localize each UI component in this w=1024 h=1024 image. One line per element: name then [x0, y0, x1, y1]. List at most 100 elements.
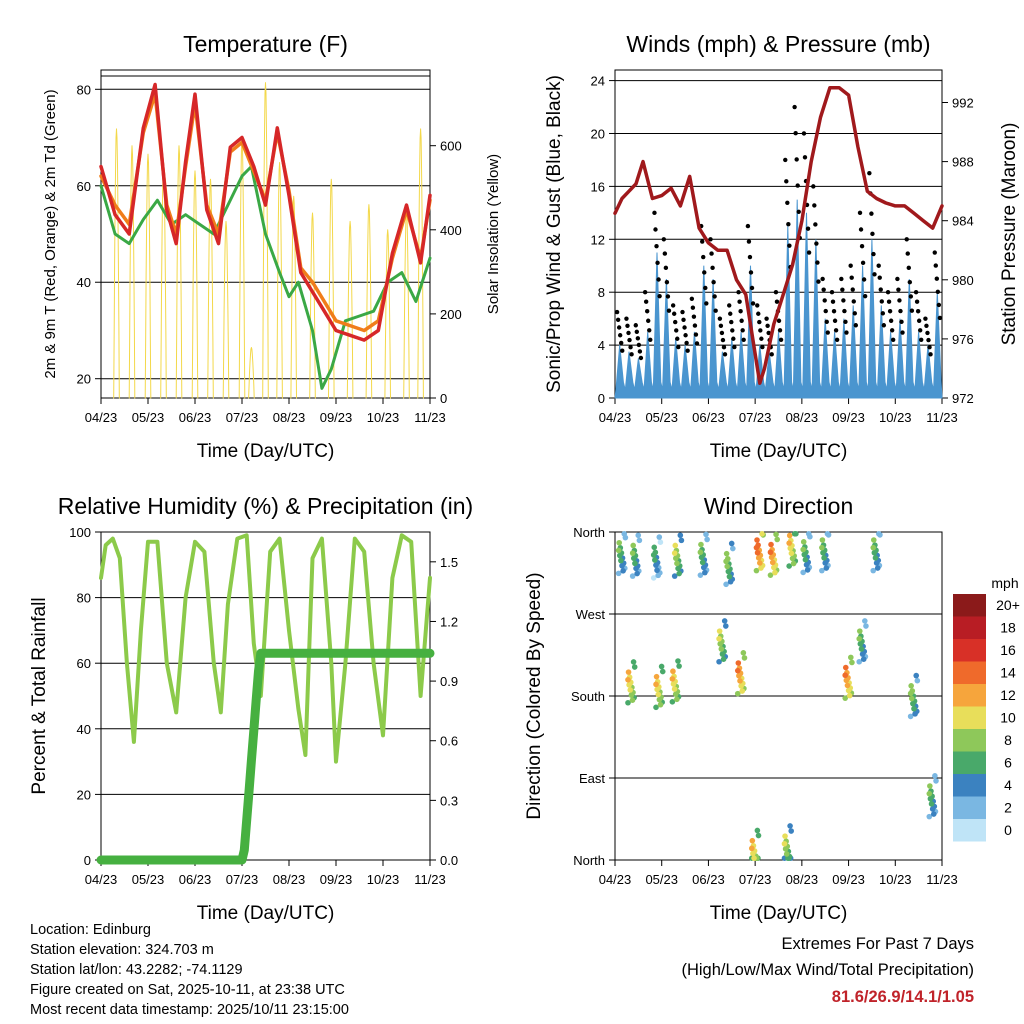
- direction-point: [785, 855, 791, 861]
- x-tick-label: 05/23: [132, 872, 165, 887]
- direction-point: [620, 568, 626, 574]
- direction-point: [659, 668, 666, 675]
- gust-point: [784, 179, 789, 184]
- direction-point: [842, 664, 849, 671]
- direction-point: [774, 536, 780, 543]
- extremes-values: 81.6/26.9/14.1/1.05: [831, 988, 974, 1006]
- direction-point: [616, 552, 623, 559]
- chart-title: Relative Humidity (%) & Precipitation (i…: [58, 493, 473, 519]
- direction-point: [768, 541, 774, 548]
- gust-point: [648, 337, 653, 343]
- chart-title: Wind Direction: [704, 493, 854, 519]
- gust-point: [889, 328, 895, 333]
- solar-insolation-line: [175, 145, 183, 399]
- direction-point: [629, 573, 636, 579]
- x-tick-label: 05/23: [645, 410, 678, 425]
- x-tick-label: 06/23: [692, 872, 725, 887]
- gust-point: [905, 251, 910, 256]
- direction-point: [800, 539, 807, 545]
- solar-insolation-line: [384, 229, 391, 399]
- direction-point: [734, 690, 741, 697]
- winds-pressure-panel: Winds (mph) & Pressure (mb) Time (Day/UTC…: [544, 31, 1020, 462]
- gust-point: [841, 298, 846, 303]
- wind-direction-panel: Wind Direction Time (Day/UTC) 04/23 05/23 06…: [524, 493, 958, 924]
- gust-point: [830, 299, 836, 304]
- gust-point: [859, 243, 865, 249]
- gust-point: [620, 348, 625, 353]
- y2-tick-label: 400: [440, 223, 462, 238]
- gust-point: [636, 342, 642, 348]
- gust-point: [633, 323, 638, 328]
- y2-tick-label: 992: [952, 96, 974, 111]
- colorbar-label: 12: [1000, 687, 1016, 703]
- gust-point: [662, 251, 668, 256]
- temperature-2m-line: [99, 82, 432, 342]
- x-tick-label: 05/23: [132, 410, 165, 425]
- y-tick-label: 80: [77, 591, 91, 606]
- x-tick-label: 04/23: [599, 872, 632, 887]
- direction-point: [627, 687, 634, 693]
- location-text: Location: Edinburg: [30, 922, 151, 938]
- direction-point: [723, 558, 729, 565]
- gust-point: [934, 276, 940, 281]
- direction-point: [907, 690, 914, 697]
- gust-point: [676, 344, 681, 350]
- direction-point: [907, 713, 914, 720]
- y2-axis-label: Station Pressure (Maroon): [999, 123, 1020, 346]
- gust-point: [703, 285, 708, 291]
- temperature-panel: Temperature (F) Time (Day/UTC) 04/23 05/23 0…: [42, 31, 502, 462]
- gust-point: [916, 318, 922, 323]
- direction-point: [749, 837, 756, 844]
- gust-point: [783, 157, 788, 163]
- gust-point: [683, 333, 688, 338]
- colorbar-label: 0: [1004, 822, 1012, 838]
- direction-point: [734, 667, 741, 674]
- dewpoint-line: [99, 165, 432, 390]
- gust-point: [932, 250, 937, 255]
- y-tick-label: 60: [77, 656, 91, 671]
- gust-point: [643, 299, 649, 304]
- x-tick-label: 07/23: [739, 410, 772, 425]
- gust-point: [927, 345, 932, 350]
- direction-point: [716, 628, 723, 634]
- direction-point: [650, 552, 657, 558]
- colorbar-swatch: [953, 729, 986, 752]
- gust-point: [832, 318, 838, 323]
- gust-point: [711, 279, 716, 285]
- direction-point: [758, 565, 764, 571]
- gust-point: [858, 227, 864, 232]
- x-tick-label: 04/23: [85, 410, 118, 425]
- colorbar-label: 20+: [996, 597, 1020, 613]
- gust-point: [909, 308, 915, 313]
- gust-point: [900, 330, 905, 335]
- gust-point: [737, 299, 742, 304]
- direction-point: [769, 559, 776, 566]
- gust-point: [654, 243, 659, 249]
- direction-point: [772, 569, 778, 576]
- gust-point: [844, 330, 849, 335]
- gust-point: [745, 223, 751, 229]
- gust-point: [785, 200, 790, 205]
- gust-point: [820, 276, 825, 282]
- solar-insolation-line: [144, 153, 152, 399]
- direction-point: [781, 840, 788, 847]
- gust-point: [907, 279, 913, 285]
- direction-point: [822, 560, 829, 566]
- gust-point: [619, 340, 624, 346]
- gust-point: [704, 301, 709, 306]
- direction-point: [674, 560, 680, 567]
- gust-point: [666, 308, 672, 313]
- gust-point: [899, 319, 904, 325]
- gust-point: [741, 337, 746, 343]
- x-axis-label: Time (Day/UTC): [197, 903, 335, 924]
- y-tick-label: 20: [77, 787, 91, 802]
- direction-point: [767, 572, 774, 578]
- direction-point: [671, 573, 678, 579]
- gust-point: [919, 337, 924, 343]
- gust-point: [747, 254, 753, 260]
- chart-title: Winds (mph) & Pressure (mb): [626, 31, 930, 57]
- colorbar-label: 2: [1004, 800, 1012, 816]
- direction-point: [857, 641, 864, 647]
- gust-point: [794, 157, 799, 162]
